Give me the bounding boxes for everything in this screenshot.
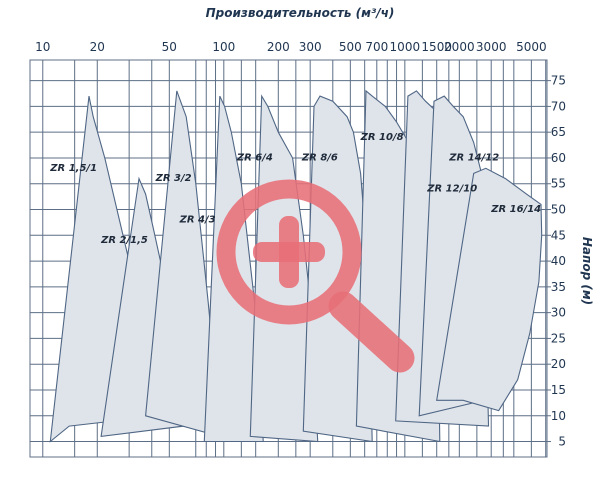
zone-label: ZR 16/14 [490,204,541,215]
y-tick-label: 75 [551,74,566,88]
y-tick-label: 60 [551,151,566,165]
y-tick-label: 70 [551,99,566,113]
zone-label: ZR 3/2 [155,173,192,184]
y-tick-label: 30 [551,306,566,320]
zone-label: ZR 12/10 [426,183,477,194]
x-tick-label: 700 [365,40,388,54]
y-tick-label: 25 [551,331,566,345]
plot-frame [29,59,548,458]
y-tick-label: 50 [551,203,566,217]
zone-label: ZR 8/6 [301,153,338,164]
y-axis-ticks: 5 10 15 20 25 30 35 40 45 50 55 60 65 70 75 [547,74,566,449]
zone-label: ZR 14/12 [448,153,499,164]
zone-label: ZR 10/8 [360,132,404,143]
x-tick-label: 300 [299,40,322,54]
y-tick-label: 65 [551,125,566,139]
x-tick-label: 50 [162,40,177,54]
magnifier-ring [216,179,362,325]
x-tick-label: 2000 [444,40,475,54]
y-tick-label: 40 [551,254,566,268]
magnifier-handle [328,291,415,373]
x-tick-label: 200 [267,40,290,54]
zone-label: ZR 1,5/1 [49,163,97,174]
x-tick-label: 1000 [390,40,421,54]
x-tick-label: 20 [90,40,105,54]
x-tick-label: 10 [35,40,50,54]
y-tick-label: 20 [551,357,566,371]
zoom-in-icon[interactable] [216,179,415,373]
y-tick-label: 55 [551,177,566,191]
x-tick-label: 1500 [421,40,452,54]
x-tick-label: 500 [339,40,362,54]
plus-horizontal [253,242,325,262]
chart-title: Производительность (м³/ч) [206,6,395,20]
y-tick-label: 35 [551,280,566,294]
y-tick-label: 5 [558,435,566,449]
x-tick-label: 100 [212,40,235,54]
x-tick-label: 5000 [516,40,547,54]
y-tick-label: 15 [551,383,566,397]
zone-label: ZR 2/1,5 [100,235,148,246]
zone-label: ZR 6/4 [236,153,273,164]
y-axis-label: Напор (м) [580,237,594,305]
pump-zones: ZR 1,5/1 ZR 2/1,5 ZR 3/2 ZR 4/3 ZR 6/4 ZR 8/6… [49,89,543,443]
zone-label: ZR 4/3 [179,214,216,225]
zone-area [436,167,543,412]
y-tick-label: 45 [551,228,566,242]
x-tick-label: 3000 [476,40,507,54]
y-tick-label: 10 [551,409,566,423]
